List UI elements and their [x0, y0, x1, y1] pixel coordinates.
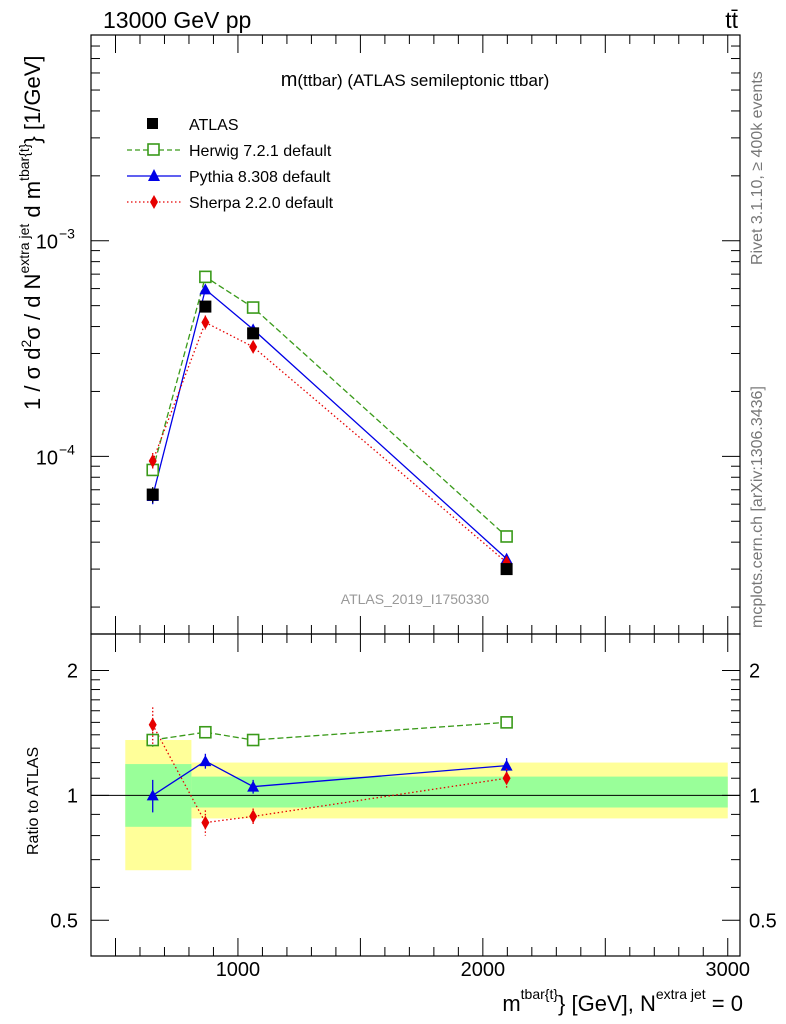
- data-point-atlas: [199, 300, 212, 313]
- ratio-point-pythia: [146, 789, 159, 801]
- ratio-line-herwig: [152, 721, 507, 741]
- legend-marker-herwig: [147, 143, 160, 156]
- data-point-sherpa: [148, 453, 157, 468]
- process-label: tt̄: [725, 7, 738, 33]
- legend: ATLAS Herwig 7.2.1 default Pythia 8.308 …: [127, 117, 334, 212]
- rivet-label: Rivet 3.1.10, ≥ 400k events: [749, 71, 766, 265]
- energy-label: 13000 GeV pp: [103, 7, 251, 33]
- ratio-point-sherpa: [502, 771, 511, 786]
- x-tick-label: 1000: [216, 959, 261, 981]
- legend-label-atlas: ATLAS: [189, 117, 239, 134]
- legend-marker-sherpa: [150, 195, 158, 209]
- ratio-y-tick-label-right: 1: [749, 785, 760, 807]
- main-panel: 10−310−4 m(ttbar) (ATLAS semileptonic tt…: [16, 34, 741, 635]
- main-title-rest: (ttbar) (ATLAS semileptonic ttbar): [297, 71, 549, 90]
- data-point-sherpa: [201, 315, 210, 330]
- main-y-axis-label: 1 / σ d2σ / d Nextra jet d mtbar{t}} [1/…: [16, 56, 45, 411]
- legend-item-atlas: ATLAS: [147, 117, 239, 134]
- data-point-atlas: [247, 327, 260, 340]
- main-title-m: m: [281, 69, 298, 91]
- legend-item-herwig: Herwig 7.2.1 default: [127, 143, 332, 160]
- ratio-line-pythia: [152, 760, 507, 796]
- data-point-herwig: [199, 270, 212, 284]
- ratio-panel: 0.5 0.5 1 1 2 2 1000 2000 3000 Ratio to ATLAS mt…: [25, 633, 777, 1016]
- ratio-point-herwig: [500, 716, 513, 729]
- analysis-id-label: ATLAS_2019_I1750330: [341, 591, 490, 607]
- series-line-sherpa: [152, 321, 508, 563]
- ratio-point-herwig: [246, 733, 260, 747]
- ratio-y-tick-label: 2: [67, 661, 78, 683]
- main-plot-area: [146, 270, 513, 576]
- ratio-y-axis-label: Ratio to ATLAS: [25, 747, 42, 855]
- main-y-tick-label: 10: [36, 447, 58, 469]
- ratio-point-sherpa: [249, 809, 258, 824]
- data-point-atlas: [500, 563, 513, 576]
- legend-label-pythia: Pythia 8.308 default: [189, 169, 331, 186]
- x-tick-label: 3000: [706, 959, 751, 981]
- series-line-herwig: [152, 275, 508, 537]
- ratio-point-pythia: [199, 755, 212, 767]
- ratio-y-tick-label: 0.5: [50, 910, 78, 932]
- legend-label-sherpa: Sherpa 2.2.0 default: [189, 195, 334, 212]
- ratio-y-tick-label: 1: [67, 785, 78, 807]
- data-point-herwig: [246, 301, 260, 314]
- legend-marker-pythia: [148, 169, 160, 181]
- ratio-point-pythia: [500, 759, 513, 771]
- x-axis-label: mtbar{t}} [GeV], Nextra jet = 0: [502, 986, 743, 1016]
- main-y-tick-label: 10: [36, 232, 58, 254]
- data-point-sherpa: [249, 339, 258, 354]
- ratio-y-tick-label-right: 0.5: [749, 910, 777, 932]
- legend-label-herwig: Herwig 7.2.1 default: [189, 143, 332, 160]
- ratio-point-sherpa: [148, 717, 157, 732]
- ratio-plot-area: [91, 707, 740, 871]
- mcplots-label: mcplots.cern.ch [arXiv:1306.3436]: [749, 386, 766, 628]
- ratio-y-tick-label-right: 2: [749, 661, 760, 683]
- legend-marker-atlas: [147, 118, 158, 129]
- ratio-point-herwig: [199, 725, 212, 739]
- main-title: m(ttbar) (ATLAS semileptonic ttbar): [281, 69, 550, 91]
- data-point-herwig: [500, 530, 513, 543]
- main-y-tick-exponent: −4: [59, 441, 75, 457]
- legend-item-sherpa: Sherpa 2.2.0 default: [127, 195, 334, 212]
- data-point-atlas: [146, 488, 159, 501]
- ratio-point-pythia: [247, 780, 260, 792]
- ratio-point-sherpa: [201, 815, 210, 830]
- main-y-tick-exponent: −3: [59, 226, 75, 242]
- uncertainty-band-inner: [191, 776, 728, 808]
- data-point-pythia: [199, 283, 212, 295]
- legend-item-pythia: Pythia 8.308 default: [127, 169, 331, 186]
- x-tick-label: 2000: [461, 959, 506, 981]
